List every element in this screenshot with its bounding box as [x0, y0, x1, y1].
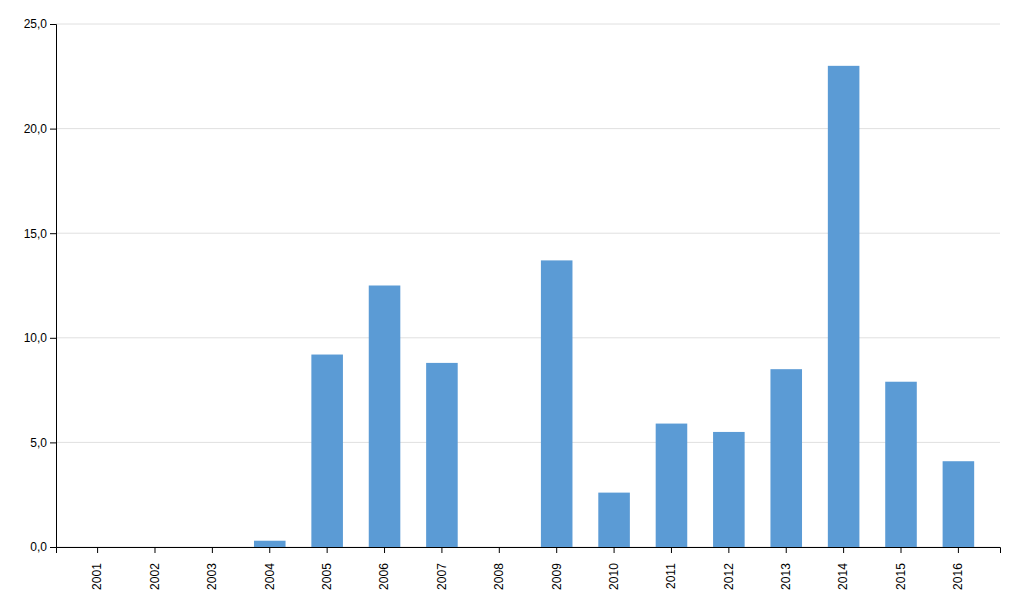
bar — [828, 66, 860, 547]
x-tick: 2001 — [90, 547, 104, 590]
y-tick-mark — [50, 129, 56, 130]
bar — [82, 547, 114, 548]
x-tick: 2004 — [263, 547, 277, 590]
y-tick: 15,0 — [24, 227, 56, 241]
y-tick-mark — [50, 233, 56, 234]
x-tick: 2008 — [492, 547, 506, 590]
x-tick-label: 2005 — [320, 563, 334, 590]
y-tick: 0,0 — [30, 540, 56, 554]
x-tick-label: 2016 — [951, 563, 965, 590]
y-tick-label: 20,0 — [24, 122, 48, 136]
x-tick-label: 2012 — [722, 563, 736, 590]
x-tick-mark — [901, 547, 902, 553]
x-tick: 2015 — [894, 547, 908, 590]
y-tick-label: 25,0 — [24, 17, 48, 31]
x-tick-label: 2002 — [148, 563, 162, 590]
y-tick-mark — [50, 442, 56, 443]
y-tick-label: 15,0 — [24, 227, 48, 241]
bar — [541, 260, 573, 547]
y-tick: 20,0 — [24, 122, 56, 136]
y-tick-label: 10,0 — [24, 331, 48, 345]
x-tick: 2012 — [722, 547, 736, 590]
x-tick-mark — [843, 547, 844, 553]
x-axis-line — [57, 548, 1001, 554]
x-tick: 2013 — [779, 547, 793, 590]
x-tick: 2014 — [836, 547, 850, 590]
x-tick: 2009 — [550, 547, 564, 590]
y-tick-mark — [50, 24, 56, 25]
y-tick-mark — [50, 338, 56, 339]
x-tick-mark — [499, 547, 500, 553]
x-tick: 2006 — [377, 547, 391, 590]
x-tick-mark — [786, 547, 787, 553]
x-tick-mark — [614, 547, 615, 553]
x-tick-label: 2009 — [550, 563, 564, 590]
plot: 0,05,010,015,020,025,0200120022003200420… — [24, 17, 1001, 590]
bar — [426, 363, 458, 547]
y-tick-label: 0,0 — [30, 540, 47, 554]
x-tick-label: 2011 — [664, 563, 678, 589]
bars — [254, 66, 974, 547]
y-tick: 5,0 — [30, 436, 56, 450]
x-tick-mark — [441, 547, 442, 553]
x-tick: 2005 — [320, 547, 334, 590]
x-tick-label: 2010 — [607, 563, 621, 590]
x-tick-mark — [958, 547, 959, 553]
y-tick-mark — [50, 547, 56, 548]
x-tick-mark — [556, 547, 557, 553]
bar — [770, 369, 802, 547]
x-tick-label: 2014 — [836, 563, 850, 590]
chart: 0,05,010,015,020,025,0200120022003200420… — [0, 0, 1024, 603]
bar — [311, 355, 343, 547]
bar — [598, 493, 630, 547]
y-axis-line — [50, 25, 57, 548]
grid-line — [56, 24, 1000, 25]
x-tick-label: 2001 — [90, 563, 104, 590]
bar — [254, 541, 286, 547]
x-tick-label: 2006 — [377, 563, 391, 590]
x-tick-mark — [728, 547, 729, 553]
x-tick-label: 2015 — [894, 563, 908, 590]
bar — [713, 432, 745, 547]
bar — [656, 424, 688, 547]
x-tick: 2010 — [607, 547, 621, 590]
x-tick-mark — [154, 547, 155, 553]
bar — [139, 547, 171, 548]
x-tick-mark — [212, 547, 213, 553]
y-tick: 25,0 — [24, 17, 56, 31]
x-tick: 2007 — [435, 547, 449, 590]
x-axis: 2001 2002 2003 2004 2005 2006 2007 2008 2009 2010… — [57, 547, 1001, 590]
x-tick-mark — [327, 547, 328, 553]
y-axis: 0,0 5,0 10,0 15,0 20,0 25,0 — [24, 17, 57, 554]
bar — [369, 286, 401, 548]
x-tick: 2011 — [664, 547, 678, 589]
x-tick-label: 2003 — [205, 563, 219, 590]
x-tick: 2002 — [148, 547, 162, 590]
bar — [885, 382, 917, 547]
x-tick-label: 2008 — [492, 563, 506, 590]
x-tick-label: 2004 — [263, 563, 277, 590]
y-tick: 10,0 — [24, 331, 56, 345]
x-tick-mark — [384, 547, 385, 553]
grid — [56, 24, 1000, 547]
bar — [943, 461, 975, 547]
x-tick-label: 2007 — [435, 563, 449, 590]
x-tick: 2003 — [205, 547, 219, 590]
bar — [484, 547, 516, 548]
bar — [197, 547, 229, 548]
x-tick: 2016 — [951, 547, 965, 590]
x-tick-mark — [269, 547, 270, 553]
x-tick-mark — [671, 547, 672, 553]
y-tick-label: 5,0 — [30, 436, 47, 450]
x-tick-mark — [97, 547, 98, 553]
x-tick-label: 2013 — [779, 563, 793, 590]
